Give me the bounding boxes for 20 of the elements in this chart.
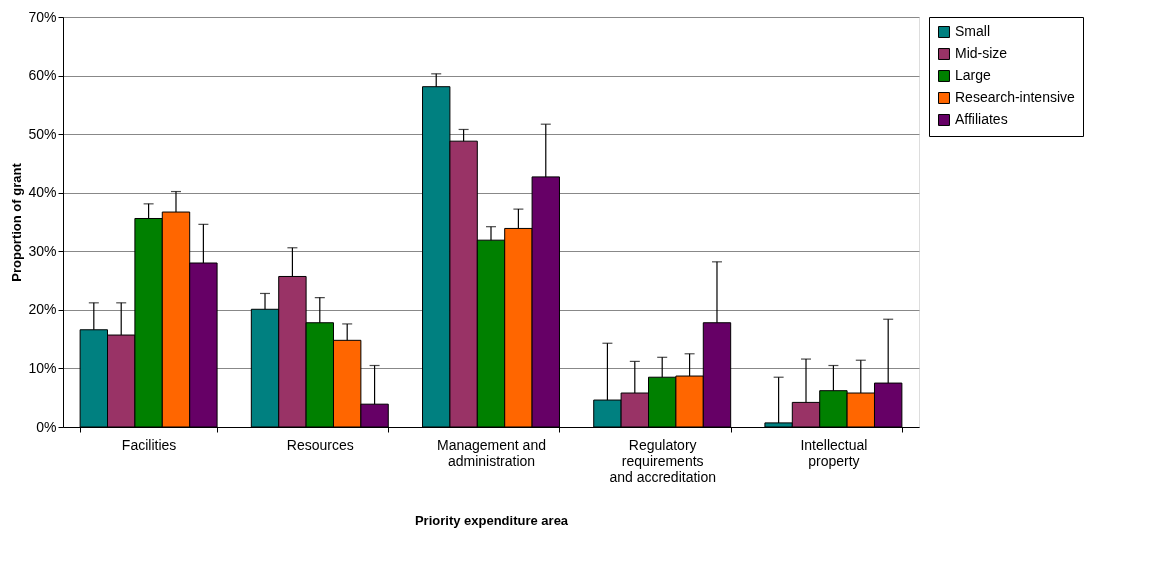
y-axis-title: Proportion of grant xyxy=(9,162,25,282)
legend-label: Mid-size xyxy=(955,45,1008,61)
y-tick-label: 10% xyxy=(28,359,57,376)
y-tick-label: 20% xyxy=(28,301,57,318)
legend-label: Large xyxy=(955,67,992,83)
y-tick-label: 50% xyxy=(28,125,57,142)
y-tick-label: 30% xyxy=(28,242,57,259)
x-tick-label: Intellectual property xyxy=(800,436,868,469)
legend-label: Research-intensive xyxy=(955,89,1076,105)
y-tick-label: 40% xyxy=(28,184,57,201)
x-tick-label: Management and administration xyxy=(437,436,546,469)
legend-label: Affiliates xyxy=(955,111,1008,127)
x-tick-label: Facilities xyxy=(121,436,177,453)
y-tick-label: 0% xyxy=(36,418,57,435)
y-tick-label: 70% xyxy=(28,8,57,25)
x-axis-title: Priority expenditure area xyxy=(414,512,569,528)
x-tick-label: Resources xyxy=(286,436,354,453)
x-tick-label: Regulatory requirements and accreditation xyxy=(609,436,717,485)
legend-label: Small xyxy=(955,23,991,39)
y-tick-label: 60% xyxy=(28,67,57,84)
